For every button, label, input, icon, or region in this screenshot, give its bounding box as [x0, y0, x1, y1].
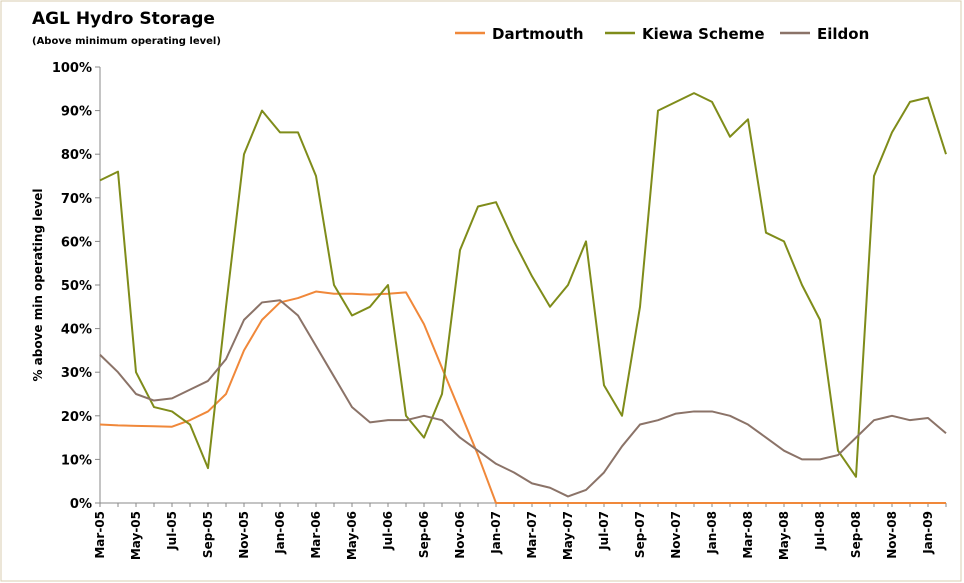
- x-tick-label: Sep-05: [201, 511, 215, 558]
- x-tick-label: Jul-07: [597, 511, 611, 551]
- series-line: [99, 92, 947, 478]
- x-tick-label: Jul-05: [165, 511, 179, 551]
- x-tick-label: Nov-05: [237, 511, 251, 559]
- series-line: [99, 299, 947, 498]
- x-tick-label: Sep-07: [633, 511, 647, 558]
- x-tick-label: Mar-05: [93, 511, 107, 559]
- y-tick-label: 30%: [61, 366, 92, 381]
- y-tick-label: 0%: [70, 497, 92, 512]
- series-line: [99, 290, 946, 504]
- y-tick-label: 50%: [61, 279, 92, 294]
- x-tick-label: May-05: [129, 511, 143, 560]
- x-tick-label: Nov-08: [885, 511, 899, 559]
- y-tick-label: 100%: [52, 61, 92, 76]
- x-tick-label: Jul-06: [381, 511, 395, 551]
- x-tick-label: Jan-07: [489, 511, 503, 555]
- x-tick-label: Sep-06: [417, 511, 431, 558]
- x-tick-label: Sep-08: [849, 511, 863, 558]
- chart-subtitle: (Above minimum operating level): [32, 36, 221, 47]
- legend-label: Dartmouth: [492, 25, 584, 43]
- x-tick-label: Jul-08: [813, 511, 827, 551]
- y-tick-label: 10%: [61, 453, 92, 468]
- legend-label: Eildon: [817, 25, 869, 43]
- y-tick-label: 40%: [61, 323, 92, 338]
- x-tick-label: Mar-06: [309, 511, 323, 559]
- y-tick-label: 70%: [61, 192, 92, 207]
- y-axis-label: % above min operating level: [31, 188, 45, 381]
- y-tick-label: 20%: [61, 410, 92, 425]
- x-tick-label: Mar-07: [525, 511, 539, 559]
- x-tick-label: May-07: [561, 511, 575, 560]
- x-tick-label: Jan-09: [921, 511, 935, 555]
- y-tick-label: 80%: [61, 148, 92, 163]
- x-tick-label: Nov-06: [453, 511, 467, 559]
- x-tick-label: May-06: [345, 511, 359, 560]
- x-tick-label: Mar-08: [741, 511, 755, 559]
- y-tick-label: 90%: [61, 105, 92, 120]
- chart-title: AGL Hydro Storage: [32, 9, 215, 29]
- x-tick-label: May-08: [777, 511, 791, 560]
- legend-label: Kiewa Scheme: [642, 25, 765, 43]
- x-tick-label: Nov-07: [669, 511, 683, 559]
- x-tick-label: Jan-08: [705, 511, 719, 555]
- x-tick-label: Jan-06: [273, 511, 287, 555]
- y-tick-label: 60%: [61, 235, 92, 250]
